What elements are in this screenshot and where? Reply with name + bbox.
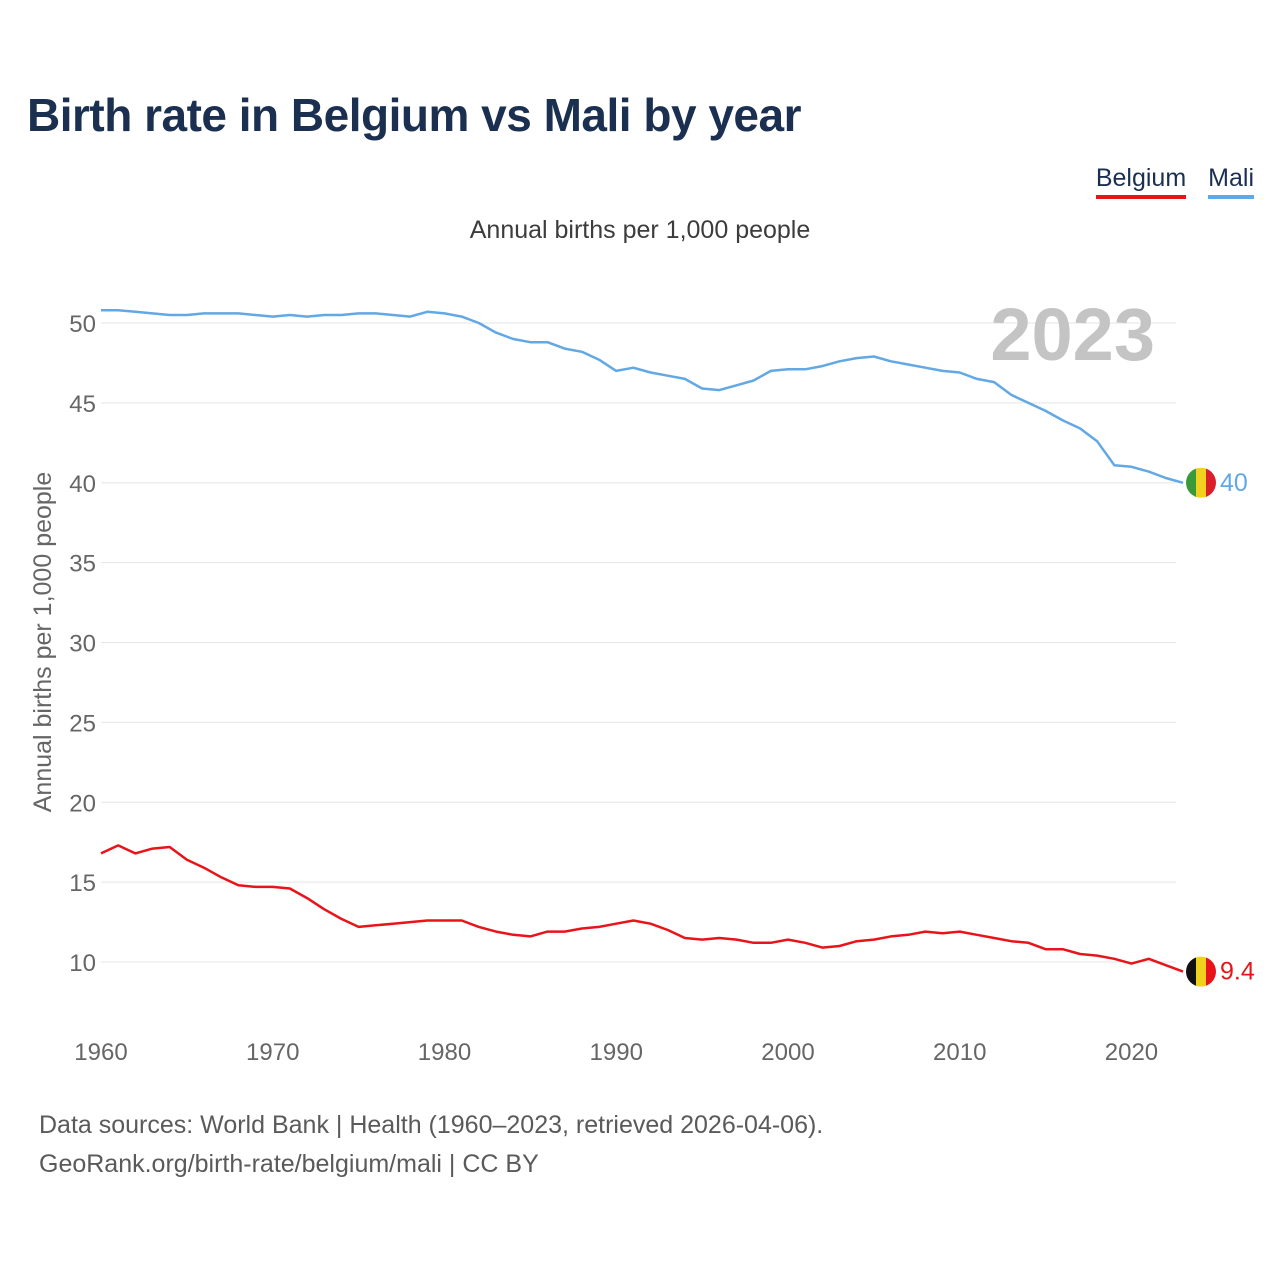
y-axis-label: Annual births per 1,000 people xyxy=(29,472,57,813)
legend-item-belgium[interactable]: Belgium xyxy=(1095,164,1187,199)
series-line-mali xyxy=(101,308,1184,485)
source-line-1: Data sources: World Bank | Health (1960–… xyxy=(39,1111,824,1139)
flag-belgium-icon xyxy=(1186,956,1216,987)
y-tick-label: 25 xyxy=(69,710,96,737)
y-tick-label: 30 xyxy=(69,631,96,658)
end-label-mali: 40 xyxy=(1220,469,1248,497)
y-tick-label: 50 xyxy=(69,311,96,338)
series-line-belgium xyxy=(100,844,1184,973)
line-chart: 10 15 20 25 30 35 40 45 50 1960 1970 1980 1990 2000 2… xyxy=(29,293,1255,1066)
year-watermark: 2023 xyxy=(990,293,1155,376)
y-tick-label: 35 xyxy=(69,551,96,578)
chart-subtitle: Annual births per 1,000 people xyxy=(469,216,811,244)
y-tick-label: 40 xyxy=(69,471,96,498)
chart-title: Birth rate in Belgium vs Mali by year xyxy=(27,89,801,141)
flag-mali-icon xyxy=(1186,467,1216,498)
end-label-belgium: 9.4 xyxy=(1220,958,1255,986)
x-tick-label: 2000 xyxy=(761,1039,814,1066)
source-note: Data sources: World Bank | Health (1960–… xyxy=(39,1106,823,1184)
legend: Belgium Mali xyxy=(1095,164,1254,199)
x-tick-label: 1970 xyxy=(246,1039,299,1066)
y-tick-label: 10 xyxy=(69,950,96,977)
x-tick-label: 2010 xyxy=(933,1039,986,1066)
x-tick-label: 1990 xyxy=(590,1039,643,1066)
source-line-2[interactable]: GeoRank.org/birth-rate/belgium/mali | CC… xyxy=(39,1150,539,1178)
y-tick-label: 20 xyxy=(69,790,96,817)
x-tick-label: 1980 xyxy=(418,1039,471,1066)
x-tick-label: 1960 xyxy=(74,1039,127,1066)
y-tick-label: 15 xyxy=(69,870,96,897)
y-tick-label: 45 xyxy=(69,391,96,418)
x-tick-label: 2020 xyxy=(1105,1039,1158,1066)
legend-item-mali[interactable]: Mali xyxy=(1208,164,1254,199)
